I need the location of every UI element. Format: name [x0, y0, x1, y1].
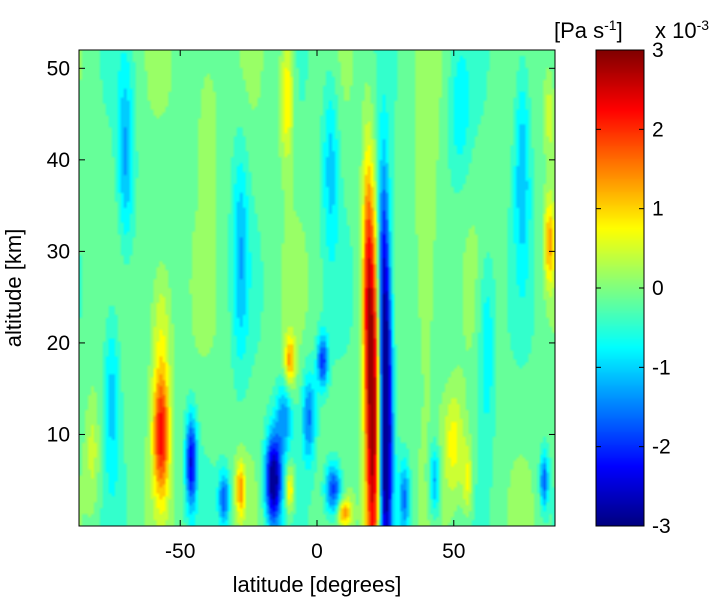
colorbar-tick-label: -2 — [652, 436, 671, 459]
heatmap-field — [79, 50, 555, 526]
colorbar-unit-label: [Pa s-1] — [554, 17, 623, 43]
x-tick-label: -50 — [165, 540, 195, 563]
y-tick-label: 30 — [47, 240, 70, 263]
colorbar-tick-label: 3 — [652, 39, 664, 62]
colorbar-tick-label: -3 — [652, 515, 671, 538]
plot-area — [78, 49, 556, 527]
x-tick-label: 50 — [442, 540, 465, 563]
colorbar-gradient — [596, 50, 644, 526]
y-axis-label: altitude [km] — [1, 229, 26, 348]
x-axis-label: latitude [degrees] — [233, 572, 402, 597]
y-tick-label: 40 — [47, 149, 70, 172]
x-axis: -50 0 50 — [165, 50, 465, 563]
y-axis: 10 20 30 40 50 — [47, 57, 555, 446]
y-tick-label: 50 — [47, 57, 70, 80]
colorbar-tick-label: 2 — [652, 118, 664, 141]
colorbar-scale-label: x 10-3 — [655, 17, 709, 43]
colorbar-tick-label: -1 — [652, 356, 671, 379]
colorbar-ticks: 3 2 1 0 -1 -2 -3 — [596, 39, 671, 538]
y-tick-label: 20 — [47, 332, 70, 355]
y-tick-label: 10 — [47, 423, 70, 446]
colorbar: 3 2 1 0 -1 -2 -3 [Pa s-1] x 10-3 — [554, 17, 709, 538]
x-tick-label: 0 — [311, 540, 323, 563]
colorbar-tick-label: 1 — [652, 198, 664, 221]
colorbar-tick-label: 0 — [652, 277, 664, 300]
